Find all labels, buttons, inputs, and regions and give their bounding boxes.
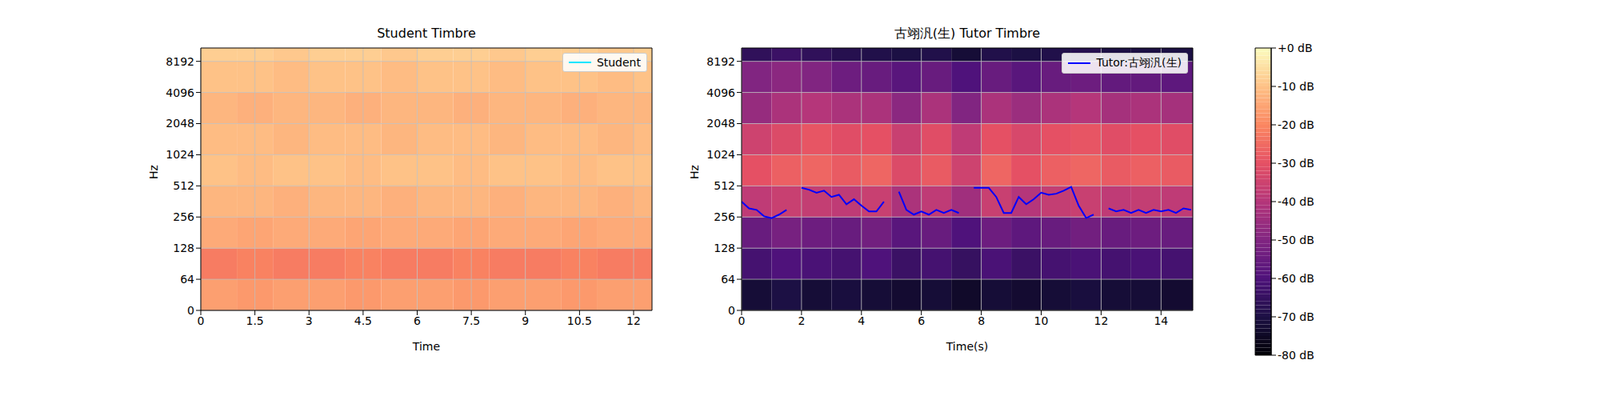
svg-text:4096: 4096 [165, 86, 195, 100]
svg-text:10.5: 10.5 [567, 314, 592, 328]
svg-text:128: 128 [172, 241, 195, 255]
svg-text:-20 dB: -20 dB [1277, 118, 1315, 132]
svg-text:4: 4 [857, 314, 865, 328]
svg-text:-70 dB: -70 dB [1277, 310, 1315, 324]
svg-text:256: 256 [172, 210, 195, 224]
svg-text:12: 12 [626, 314, 641, 328]
svg-text:2: 2 [797, 314, 805, 328]
svg-text:10: 10 [1034, 314, 1049, 328]
svg-text:1024: 1024 [165, 148, 195, 161]
html-text:Student Timbre: Student Timbre [376, 25, 476, 41]
svg-text:64: 64 [720, 272, 736, 286]
svg-text:-80 dB: -80 dB [1277, 348, 1315, 362]
svg-text:8: 8 [977, 314, 985, 328]
svg-text:12: 12 [1093, 314, 1108, 328]
svg-text:6: 6 [413, 314, 421, 328]
svg-text:2048: 2048 [165, 116, 195, 130]
svg-text:6: 6 [917, 314, 925, 328]
svg-text:Hz: Hz [147, 164, 160, 180]
svg-text:1024: 1024 [706, 148, 736, 161]
svg-text:-10 dB: -10 dB [1277, 80, 1315, 93]
html-text:古翊汎(生) Tutor Timbre: 古翊汎(生) Tutor Timbre [894, 25, 1041, 41]
svg-text:9: 9 [521, 314, 529, 328]
svg-text:-30 dB: -30 dB [1277, 156, 1315, 170]
svg-text:0: 0 [187, 304, 195, 317]
svg-text:64: 64 [180, 272, 195, 286]
svg-text:-50 dB: -50 dB [1277, 233, 1315, 247]
svg-text:Time: Time [412, 340, 440, 353]
svg-text:0: 0 [728, 304, 736, 317]
svg-text:8192: 8192 [706, 55, 736, 68]
svg-text:128: 128 [713, 241, 736, 255]
html-text:Tutor:古翊汎(生): Tutor:古翊汎(生) [1096, 56, 1182, 69]
svg-text:512: 512 [713, 179, 736, 192]
svg-text:7.5: 7.5 [462, 314, 480, 328]
svg-text:256: 256 [713, 210, 736, 224]
svg-text:0: 0 [197, 314, 205, 328]
svg-text:2048: 2048 [706, 116, 736, 130]
svg-text:+0 dB: +0 dB [1277, 41, 1313, 55]
html-text:Student: Student [596, 56, 641, 69]
svg-text:4096: 4096 [706, 86, 736, 100]
svg-text:0: 0 [738, 314, 746, 328]
svg-text:-40 dB: -40 dB [1277, 195, 1315, 208]
svg-text:1.5: 1.5 [245, 314, 264, 328]
svg-text:3: 3 [305, 314, 313, 328]
svg-text:Time(s): Time(s) [945, 340, 988, 353]
svg-text:8192: 8192 [165, 55, 195, 68]
svg-text:4.5: 4.5 [354, 314, 372, 328]
svg-text:-60 dB: -60 dB [1277, 272, 1315, 285]
svg-text:Hz: Hz [688, 164, 701, 180]
svg-text:512: 512 [172, 179, 195, 192]
svg-text:14: 14 [1153, 314, 1168, 328]
